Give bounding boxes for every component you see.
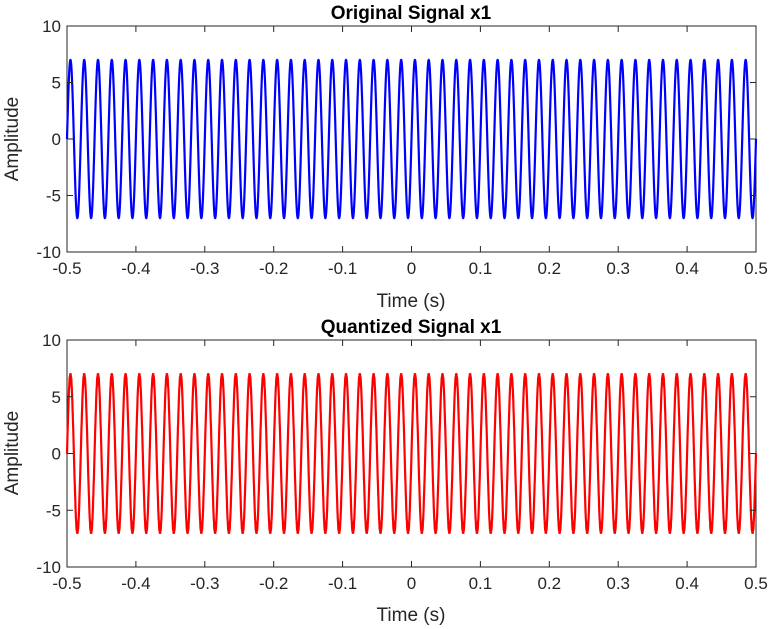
y-tick-label: 5 [52, 74, 61, 93]
x-tick-label: 0.3 [606, 259, 630, 278]
y-tick-label: -5 [46, 187, 61, 206]
x-tick-label: -0.3 [190, 574, 219, 593]
x-tick-label: 0.3 [606, 574, 630, 593]
x-tick-label: -0.5 [52, 259, 81, 278]
x-tick-label: 0.4 [675, 259, 699, 278]
x-tick-label: 0 [407, 574, 416, 593]
y-axis-label: Amplitude [2, 97, 23, 182]
x-tick-label: -0.5 [52, 574, 81, 593]
y-tick-label: -10 [36, 243, 61, 262]
x-tick-label: -0.4 [121, 574, 150, 593]
x-tick-label: 0.5 [744, 574, 768, 593]
x-tick-label: 0.1 [469, 574, 493, 593]
y-tick-label: 0 [52, 445, 61, 464]
x-tick-label: 0.2 [537, 574, 561, 593]
ticks-layer: -0.5 -0.4 -0.3 -0.2 -0.1 0 0.1 0.2 0.3 0.4 0.5 -10 -… [36, 331, 767, 593]
chart-original-signal: Original Signal x1 -0.5 -0.4 -0.3 -0.2 -0.1 0… [2, 3, 768, 312]
x-tick-label: 0.1 [469, 259, 493, 278]
x-tick-label: 0 [407, 259, 416, 278]
series-line-0 [65, 372, 758, 535]
x-axis-label: Time (s) [377, 605, 446, 626]
y-tick-label: 0 [52, 130, 61, 149]
x-tick-label: -0.1 [328, 574, 357, 593]
chart-quantized-signal: Quantized Signal x1 -0.5 -0.4 -0.3 -0.2 -0.1… [2, 317, 768, 626]
chart-title: Quantized Signal x1 [321, 317, 502, 338]
series-layer [65, 58, 758, 220]
ticks-layer: -0.5 -0.4 -0.3 -0.2 -0.1 0 0.1 0.2 0.3 0.4 0.5 -10 -… [36, 17, 767, 278]
y-tick-label: 5 [52, 388, 61, 407]
y-tick-label: 10 [42, 331, 61, 350]
chart-title: Original Signal x1 [331, 3, 492, 24]
x-tick-label: -0.1 [328, 259, 357, 278]
x-axis-label: Time (s) [377, 291, 446, 312]
x-tick-label: 0.5 [744, 259, 768, 278]
x-tick-label: 0.4 [675, 574, 699, 593]
x-tick-label: -0.2 [259, 259, 288, 278]
x-tick-label: -0.2 [259, 574, 288, 593]
series-line-0 [65, 58, 758, 220]
y-tick-label: 10 [42, 17, 61, 36]
x-tick-label: 0.2 [537, 259, 561, 278]
x-tick-label: -0.4 [121, 259, 150, 278]
y-tick-label: -10 [36, 558, 61, 577]
y-tick-label: -5 [46, 501, 61, 520]
y-axis-label: Amplitude [2, 411, 23, 496]
series-layer [65, 372, 758, 535]
x-tick-label: -0.3 [190, 259, 219, 278]
